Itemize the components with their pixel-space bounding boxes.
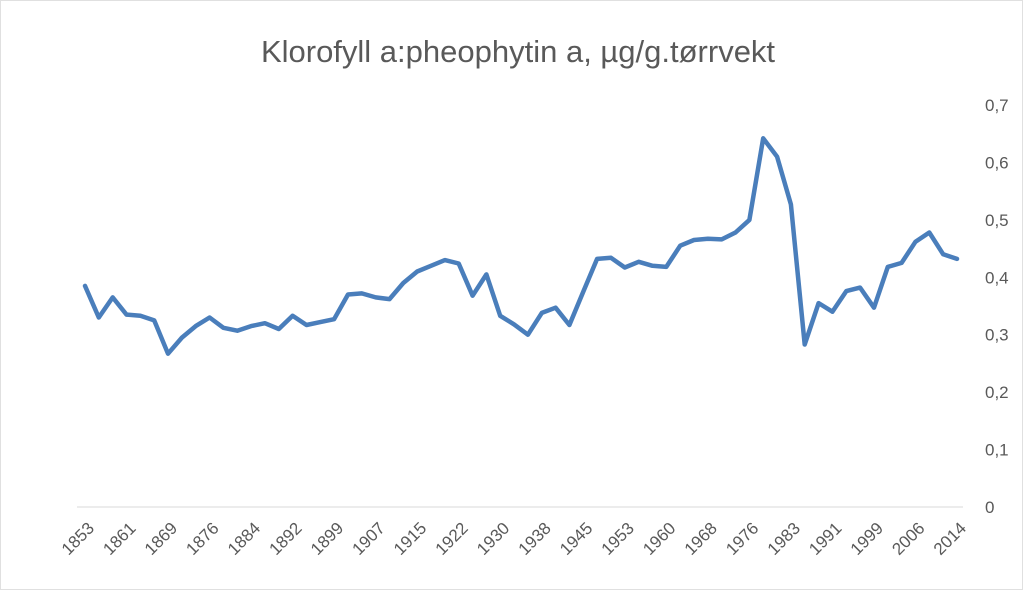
x-tick-label: 1968 [681,519,721,559]
x-tick-label: 1999 [847,519,887,559]
x-tick-label: 1960 [639,519,679,559]
x-tick-label: 1953 [598,519,638,559]
x-tick-label: 1983 [764,519,804,559]
data-line [82,136,960,356]
x-tick-label: 1907 [349,519,389,559]
x-tick-label: 1915 [390,519,430,559]
x-tick-label: 1976 [722,519,762,559]
x-tick-label: 2006 [888,519,928,559]
y-tick-label: 0,7 [985,96,1009,115]
x-tick-label: 1930 [473,519,513,559]
x-tick-label: 2014 [930,519,970,559]
x-tick-label: 1884 [224,519,264,559]
y-tick-label: 0,1 [985,441,1009,460]
x-tick-label: 1899 [307,519,347,559]
x-tick-label: 1853 [58,519,98,559]
y-tick-label: 0,5 [985,211,1009,230]
y-tick-label: 0,3 [985,326,1009,345]
x-tick-label: 1876 [182,519,222,559]
y-tick-label: 0 [985,498,994,517]
y-tick-label: 0,4 [985,268,1009,287]
y-tick-label: 0,6 [985,153,1009,172]
x-tick-label: 1892 [266,519,306,559]
y-tick-label: 0,2 [985,383,1009,402]
x-tick-label: 1869 [141,519,181,559]
x-tick-label: 1922 [432,519,472,559]
x-tick-label: 1991 [805,519,845,559]
x-tick-label: 1945 [556,519,596,559]
chart-title: Klorofyll a:pheophytin a, µg/g.tørrvekt [261,34,775,69]
x-tick-label: 1938 [515,519,555,559]
x-tick-label: 1861 [99,519,139,559]
